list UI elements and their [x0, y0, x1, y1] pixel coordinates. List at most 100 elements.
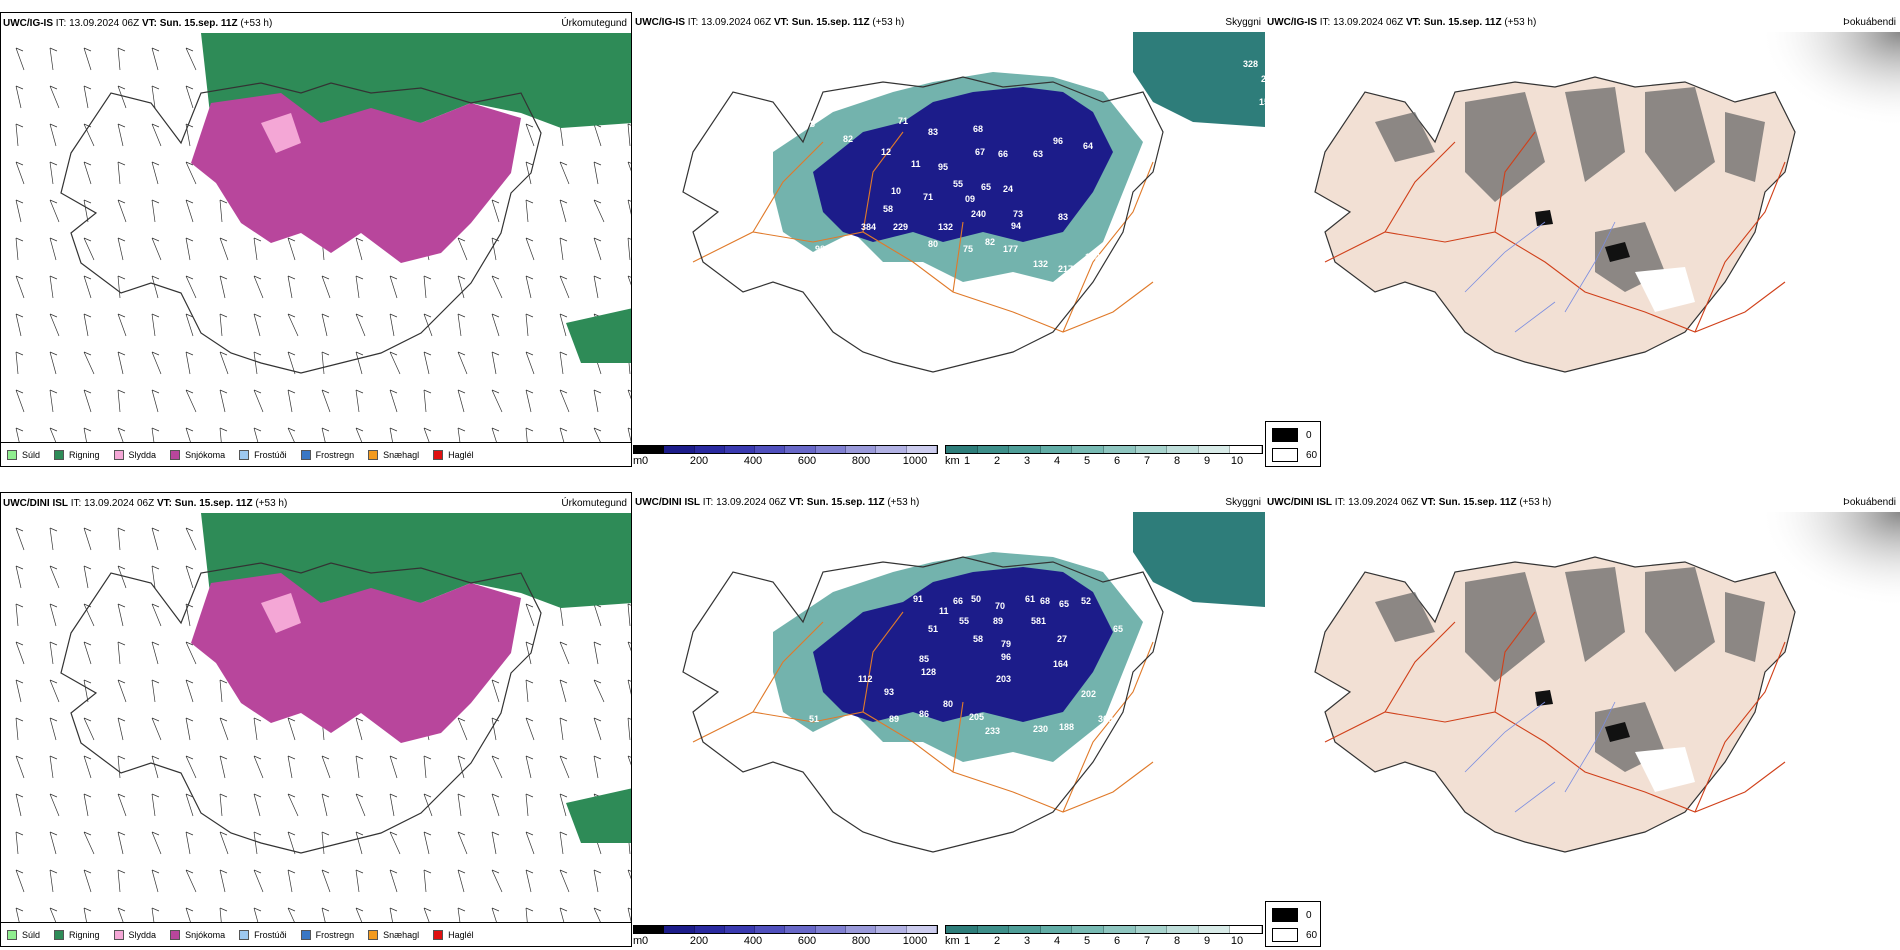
wind-barb — [491, 389, 503, 413]
wind-barb — [525, 755, 534, 779]
legend-swatch — [300, 449, 311, 460]
valid-time: Sun. 15.sep. 11Z — [1438, 497, 1517, 508]
snow-area — [191, 573, 521, 743]
panel-field-name: Skyggni — [1225, 17, 1261, 28]
wind-barb — [83, 123, 95, 147]
wind-barb — [423, 755, 432, 779]
forecast-row-dini-isl: UWC/DINI ISL IT: 13.09.2024 06Z VT: Sun.… — [0, 492, 1900, 950]
fog-clear — [1635, 747, 1695, 792]
wind-barb — [389, 351, 401, 375]
cloud-value-label: 65 — [1059, 599, 1069, 609]
visibility-panel: UWC/IG-IS IT: 13.09.2024 06Z VT: Sun. 15… — [633, 12, 1265, 467]
visibility-colorbar-bar — [945, 445, 1263, 454]
wind-barb — [49, 47, 58, 71]
legend-label: Súld — [22, 929, 41, 940]
wind-barb — [117, 793, 127, 817]
cloud-value-label: 65 — [1113, 624, 1123, 634]
wind-barb — [559, 161, 570, 185]
wind-barb — [457, 275, 466, 299]
wind-barb — [355, 907, 364, 923]
cloud-value-label: 155 — [1259, 97, 1265, 107]
wind-barb — [219, 831, 229, 855]
precip-legend-item: Rigning — [54, 449, 100, 460]
colorbar-step — [724, 446, 756, 453]
wind-barb — [287, 351, 296, 375]
colorbar-step — [1135, 926, 1168, 933]
panel-title: UWC/DINI ISL IT: 13.09.2024 06Z VT: Sun.… — [635, 497, 1261, 508]
cloud-value-label: 96 — [1001, 652, 1011, 662]
wind-barb — [83, 793, 92, 817]
wind-barb — [219, 679, 228, 703]
wind-barb — [423, 831, 432, 855]
wind-barb — [49, 831, 58, 855]
wind-barb — [83, 755, 92, 779]
cloud-value-label: 64 — [1083, 141, 1093, 151]
colorbar-step — [724, 926, 756, 933]
wind-barb — [151, 717, 162, 741]
colorbar-step — [977, 926, 1010, 933]
cloud-value-label: 55 — [953, 179, 963, 189]
wind-barb — [593, 199, 605, 223]
coastline — [682, 556, 1164, 853]
wind-barb — [559, 427, 568, 443]
fog-clear — [1635, 267, 1695, 312]
wind-barb — [117, 907, 126, 923]
precip-map — [15, 33, 631, 443]
wind-barb — [389, 907, 398, 923]
valid-time: Sun. 15.sep. 11Z — [174, 498, 253, 509]
wind-barb — [593, 389, 602, 413]
cloud-value-label: 63 — [1033, 149, 1043, 159]
height-unit: m — [633, 455, 643, 467]
wind-barb — [83, 47, 92, 71]
precip-legend-item: Snæhagl — [368, 449, 419, 460]
colorbar-tick: 9 — [1203, 455, 1211, 467]
legend-label: Slydda — [128, 929, 157, 940]
wind-barb — [627, 717, 631, 741]
wind-barb — [253, 389, 264, 413]
wind-barb — [219, 275, 228, 299]
precip-legend-item: Snjókoma — [170, 929, 225, 940]
init-time: 13.09.2024 06Z — [1333, 17, 1404, 28]
wind-barb — [15, 161, 25, 185]
wind-barb — [117, 199, 127, 223]
colorbar-step — [876, 926, 907, 933]
legend-swatch — [433, 929, 444, 940]
legend-label: 0 — [1306, 429, 1312, 441]
cloud-value-label: 24 — [1003, 184, 1013, 194]
cloud-value-labels: 91 11 50 70 61 68 65 52 66 51 55 89 58 79 581 27 65 85 128… — [809, 594, 1123, 736]
colorbar-step — [755, 446, 786, 453]
wind-barb — [15, 755, 25, 779]
precip-legend-item: Snæhagl — [368, 929, 420, 940]
model-name: UWC/DINI ISL — [1267, 497, 1332, 508]
wind-barb — [423, 275, 432, 299]
rain-area — [201, 513, 631, 613]
panel-field-name: Skyggni — [1225, 497, 1261, 508]
cloud-value-label: 309 — [1098, 714, 1113, 724]
height-ticks: 0 200 400 600 800 1000 — [642, 935, 938, 947]
cloud-value-label: 203 — [996, 674, 1011, 684]
fog-legend: 0 60 — [1265, 421, 1321, 467]
wind-barb — [15, 679, 24, 703]
legend-label: Snæhagl — [383, 929, 420, 940]
wind-barb — [83, 275, 92, 299]
legend-swatch — [170, 929, 181, 940]
wind-barb — [151, 831, 162, 855]
wind-barb — [83, 237, 95, 261]
wind-barb — [287, 389, 296, 413]
wind-barb — [491, 869, 503, 893]
height-colorbar: m 0 200 400 600 800 1000 — [633, 445, 938, 467]
valid-time: Sun. 15.sep. 11Z — [159, 18, 238, 29]
wind-barb — [457, 831, 468, 855]
panel-field-name: Úrkomutegund — [561, 18, 627, 29]
wind-barb — [15, 123, 24, 147]
wind-barb — [253, 907, 262, 923]
wind-barb — [355, 313, 366, 337]
wind-barb — [593, 427, 602, 443]
wind-barb — [525, 275, 534, 299]
wind-barb — [185, 237, 194, 261]
wind-barb — [49, 85, 60, 109]
wind-barb — [151, 123, 162, 147]
lead-time: (+53 h) — [887, 497, 920, 508]
colorbar-tick: 10 — [1230, 455, 1244, 467]
colorbar-step — [1167, 446, 1199, 453]
